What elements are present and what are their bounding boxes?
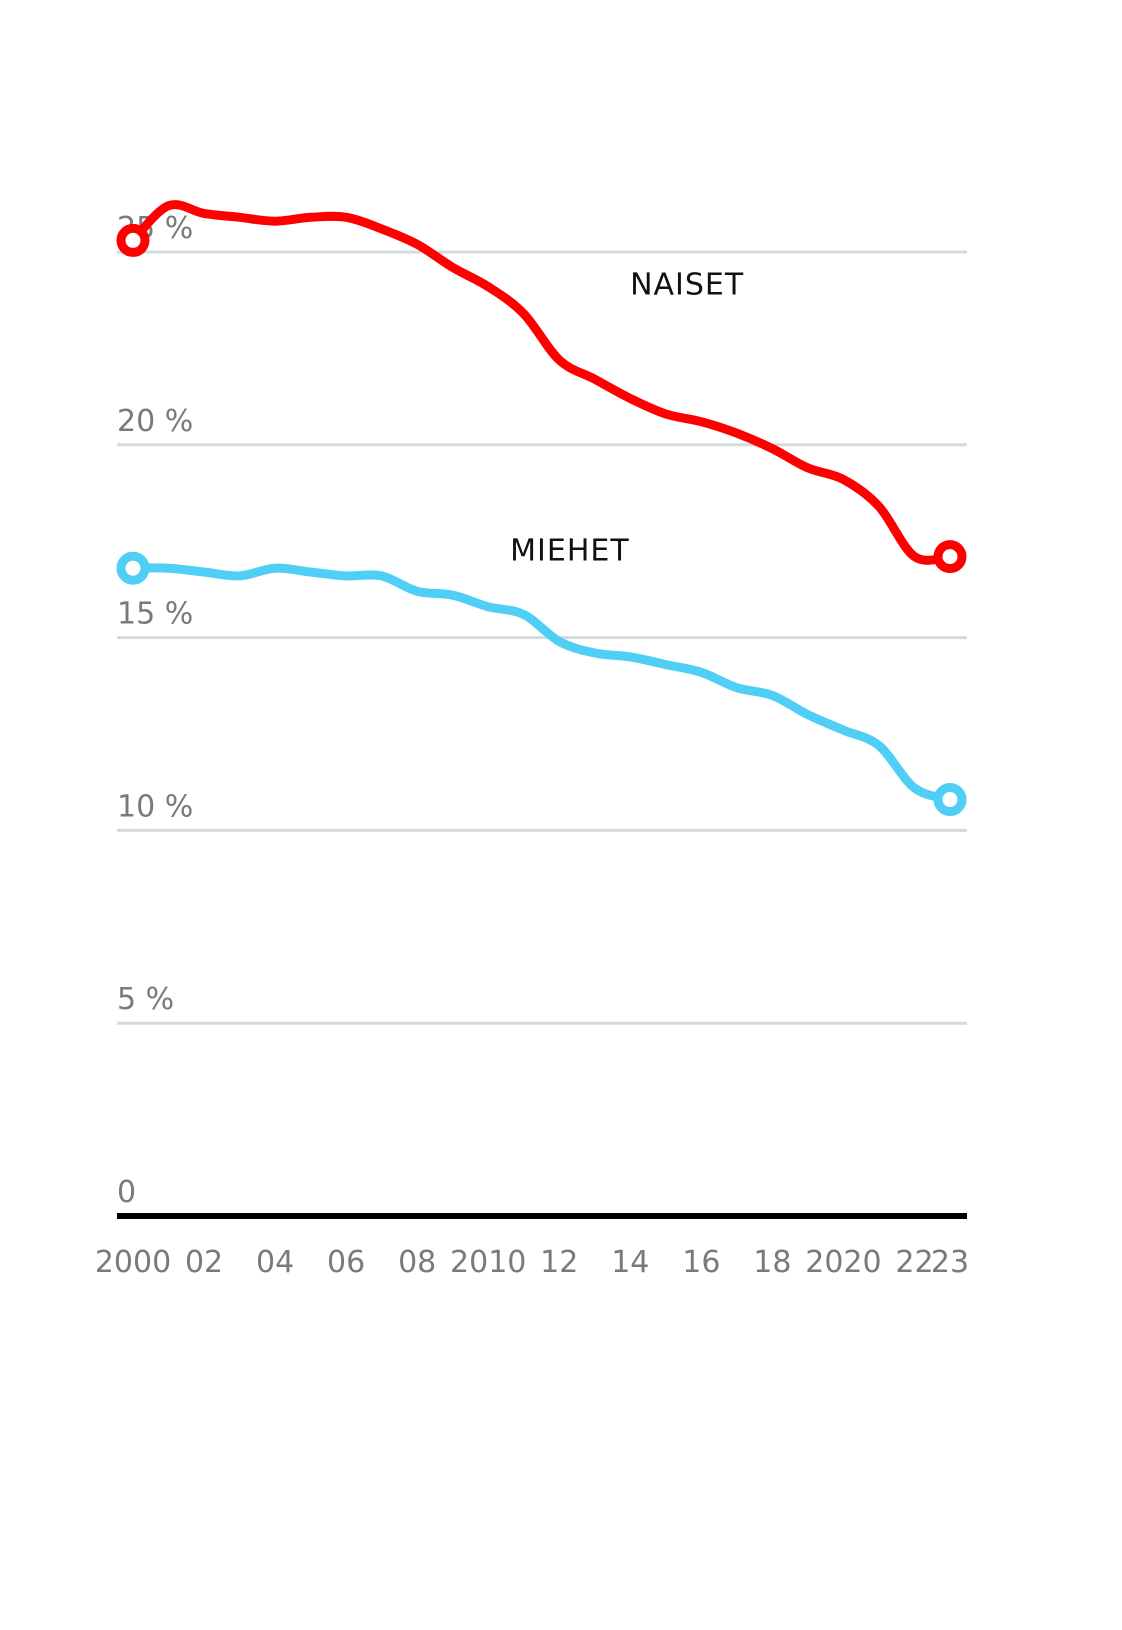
y-tick-label: 5 % — [117, 982, 174, 1017]
series-label-naiset: NAISET — [630, 267, 744, 302]
series-label-miehet: MIEHET — [510, 533, 630, 568]
naiset-start-point — [116, 223, 150, 257]
x-tick-label: 23 — [931, 1245, 969, 1280]
x-tick-label: 2000 — [95, 1245, 171, 1280]
x-tick-label: 12 — [540, 1245, 578, 1280]
x-tick-label: 04 — [256, 1245, 294, 1280]
series-lines — [116, 200, 967, 817]
series-labels: NAISET MIEHET — [510, 267, 744, 568]
y-tick-label: 0 — [117, 1175, 136, 1210]
x-tick-label: 02 — [185, 1245, 223, 1280]
x-tick-label: 18 — [753, 1245, 791, 1280]
x-tick-label: 2020 — [805, 1245, 881, 1280]
gridlines — [117, 250, 967, 1219]
x-tick-label: 16 — [682, 1245, 720, 1280]
x-tick-label: 08 — [398, 1245, 436, 1280]
miehet-end-point — [933, 783, 967, 817]
x-tick-label: 2010 — [450, 1245, 526, 1280]
x-tick-label: 06 — [327, 1245, 365, 1280]
x-tick-label: 22 — [895, 1245, 933, 1280]
naiset-end-point — [933, 540, 967, 574]
series-line-naiset — [128, 200, 955, 565]
y-tick-label: 10 % — [117, 789, 193, 824]
x-tick-label: 14 — [611, 1245, 649, 1280]
miehet-start-point — [116, 551, 150, 585]
series-line-miehet — [128, 563, 955, 805]
y-tick-label: 15 % — [117, 597, 193, 632]
y-axis-tick-labels: 05 %10 %15 %20 %25 % — [117, 211, 193, 1210]
y-tick-label: 20 % — [117, 404, 193, 439]
